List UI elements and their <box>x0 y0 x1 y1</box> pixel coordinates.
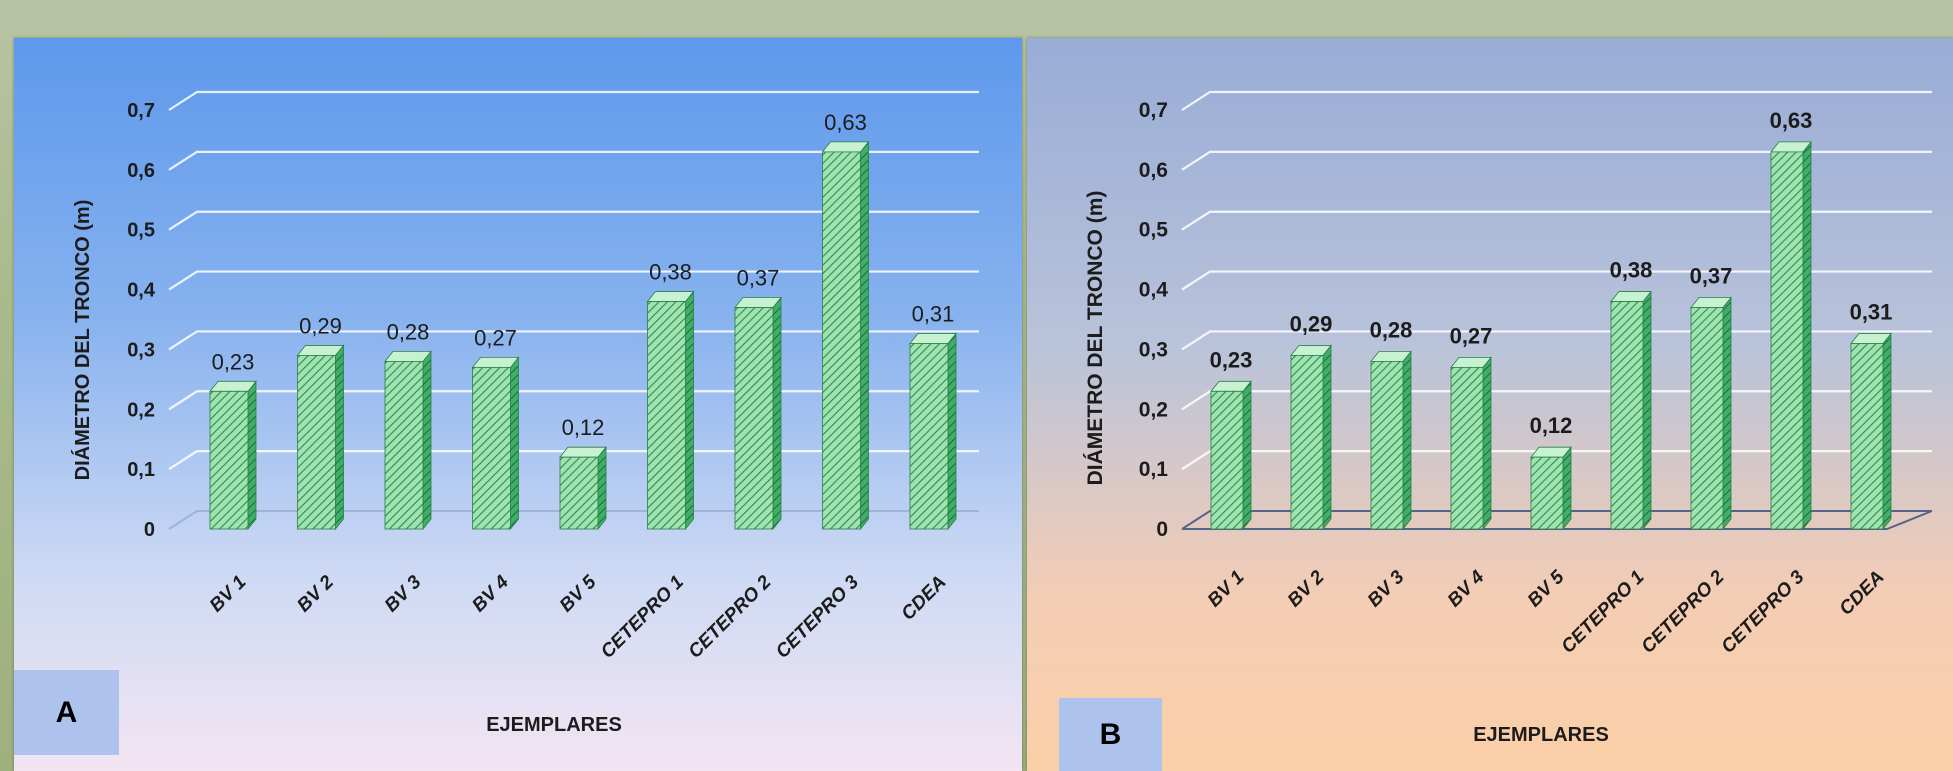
bar <box>296 344 345 531</box>
x-tick-label: BV 5 <box>1524 566 1569 611</box>
bar-chart-b: 0 0,1 0,2 0,3 0,4 0,5 0,6 0,7 0,23 BV 1 0,29 BV 2 0,… <box>1084 90 1933 746</box>
bar-chart-a: 0 0,1 0,2 0,3 0,4 0,5 0,6 0,7 0,23 BV 1 0,29 BV 2 0,… <box>71 90 979 736</box>
gridline <box>1181 210 1932 231</box>
data-label: 0,29 <box>299 313 342 338</box>
x-tick-label: BV 3 <box>381 571 426 616</box>
gridline <box>168 150 979 171</box>
gridline <box>168 270 979 291</box>
data-label: 0,12 <box>562 415 605 440</box>
x-tick-label: BV 2 <box>1284 566 1329 611</box>
x-tick-label: BV 4 <box>1444 566 1489 611</box>
y-tick-label: 0,7 <box>127 100 155 122</box>
y-tick-label: 0,2 <box>1139 398 1168 421</box>
data-label: 0,31 <box>912 301 955 326</box>
x-tick-label: CETEPRO 2 <box>685 571 776 662</box>
chart-panel-a: 0 0,1 0,2 0,3 0,4 0,5 0,6 0,7 0,23 BV 1 0,29 BV 2 0,… <box>14 38 1022 771</box>
y-axis-label: DIÁMETRO DEL TRONCO (m) <box>71 200 94 481</box>
x-axis-label: EJEMPLARES <box>486 714 622 736</box>
floor-line <box>1182 510 1933 530</box>
data-label: 0,27 <box>1450 323 1493 348</box>
data-label: 0,63 <box>824 110 867 135</box>
bar <box>734 296 782 531</box>
x-tick-label: CETEPRO 2 <box>1638 566 1729 657</box>
bar <box>646 290 695 531</box>
bar <box>1210 380 1252 531</box>
x-tick-label: BV 2 <box>293 571 338 616</box>
gridline <box>1181 90 1932 111</box>
data-label: 0,63 <box>1770 108 1813 133</box>
data-label: 0,37 <box>737 266 780 291</box>
x-tick-label: BV 5 <box>556 571 601 616</box>
bar <box>1450 356 1492 531</box>
bar <box>909 332 957 531</box>
y-tick-label: 0,1 <box>1139 458 1169 481</box>
x-tick-label: CETEPRO 3 <box>1718 566 1809 657</box>
bar <box>1850 332 1892 531</box>
gridline <box>168 390 979 411</box>
x-tick-label: CDEA <box>1836 567 1889 620</box>
panel-letter-b: B <box>1059 698 1162 771</box>
x-tick-label: CETEPRO 3 <box>772 571 863 662</box>
y-tick-label: 0,4 <box>1139 279 1169 302</box>
y-tick-label: 0,5 <box>1139 219 1169 242</box>
y-tick-label: 0,3 <box>127 339 155 361</box>
y-tick-label: 0,2 <box>127 399 155 421</box>
y-axis-label: DIÁMETRO DEL TRONCO (m) <box>1084 191 1107 486</box>
gridline <box>168 450 979 471</box>
chart-panel-b: 0 0,1 0,2 0,3 0,4 0,5 0,6 0,7 0,23 BV 1 0,29 BV 2 0,… <box>1027 38 1953 771</box>
bar <box>1290 344 1332 531</box>
bar <box>471 356 520 531</box>
bar <box>1610 290 1652 531</box>
data-label: 0,38 <box>1610 258 1653 283</box>
y-tick-label: 0,3 <box>1139 338 1168 361</box>
bar <box>559 446 607 531</box>
data-label: 0,23 <box>212 349 255 374</box>
y-tick-label: 0,5 <box>127 220 155 242</box>
data-label: 0,38 <box>649 260 692 285</box>
y-tick-label: 0,6 <box>1139 159 1168 182</box>
bar <box>209 380 257 531</box>
y-tick-label: 0 <box>1156 518 1168 541</box>
gridline <box>168 210 979 231</box>
bar <box>384 350 432 531</box>
y-tick-label: 0,4 <box>127 280 156 302</box>
x-tick-label: CETEPRO 1 <box>597 572 688 663</box>
y-tick-label: 0,7 <box>1139 99 1168 122</box>
y-tick-label: 0,1 <box>127 459 155 481</box>
y-tick-label: 0 <box>144 519 155 541</box>
y-tick-label: 0,6 <box>127 160 155 182</box>
data-label: 0,27 <box>474 325 517 350</box>
x-tick-label: CDEA <box>898 572 951 625</box>
gridline <box>168 90 979 111</box>
x-tick-label: BV 1 <box>206 572 251 617</box>
x-axis-label: EJEMPLARES <box>1473 724 1609 746</box>
bar <box>1770 140 1812 531</box>
data-label: 0,28 <box>387 319 430 344</box>
panel-letter-a: A <box>14 670 119 755</box>
bar <box>821 140 870 531</box>
gridline <box>1181 150 1932 171</box>
x-tick-label: BV 4 <box>468 571 513 616</box>
data-label: 0,28 <box>1370 317 1413 342</box>
x-tick-label: BV 1 <box>1204 567 1249 612</box>
gridline <box>168 510 979 530</box>
gridline <box>168 330 979 351</box>
bar <box>1530 446 1572 531</box>
data-label: 0,29 <box>1290 311 1333 336</box>
data-label: 0,31 <box>1850 299 1893 324</box>
data-label: 0,12 <box>1530 413 1573 438</box>
x-tick-label: CETEPRO 1 <box>1558 567 1649 658</box>
x-tick-label: BV 3 <box>1364 566 1409 611</box>
bar <box>1690 296 1732 531</box>
data-label: 0,37 <box>1690 264 1733 289</box>
bar <box>1370 350 1412 531</box>
gridline <box>1181 270 1932 291</box>
data-label: 0,23 <box>1210 347 1253 372</box>
